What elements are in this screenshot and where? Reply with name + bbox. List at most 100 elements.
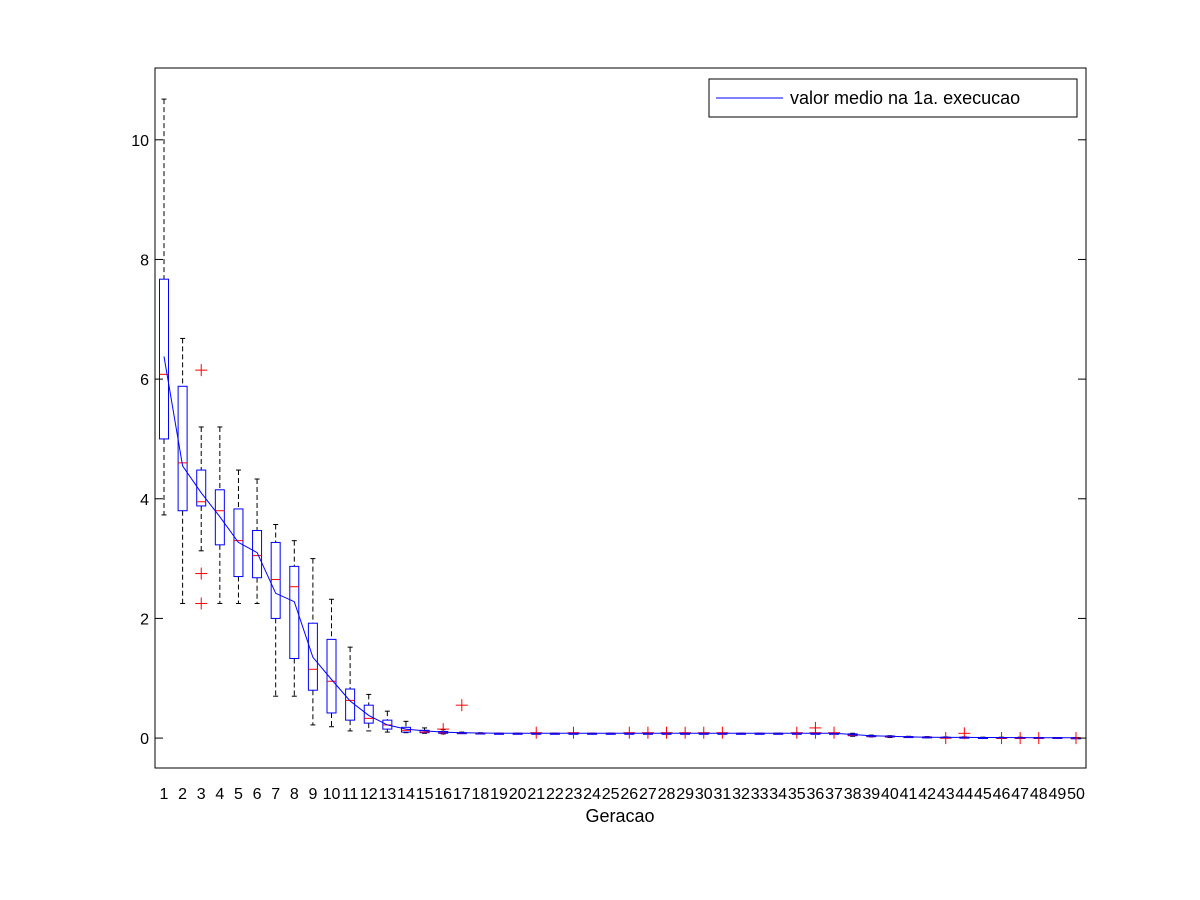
box-group-16 <box>437 723 450 736</box>
y-tick-label: 0 <box>140 731 149 748</box>
x-tick-label: 8 <box>290 786 299 803</box>
x-tick-label: 5 <box>234 786 243 803</box>
x-axis-title: Geracao <box>585 806 654 826</box>
box-group-4 <box>214 426 225 604</box>
outlier-marker <box>437 723 450 736</box>
box <box>214 489 225 546</box>
x-tick-label: 50 <box>1067 786 1085 803</box>
x-tick-label: 35 <box>788 786 806 803</box>
x-tick-label: 29 <box>676 786 694 803</box>
x-tick-label: 34 <box>769 786 787 803</box>
outlier-marker <box>567 726 580 739</box>
x-tick-label: 2 <box>178 786 187 803</box>
box-group-7 <box>270 523 281 697</box>
outlier-marker <box>939 732 952 745</box>
box <box>326 638 337 714</box>
plot-area <box>155 68 1086 768</box>
x-tick-label: 17 <box>453 786 471 803</box>
box-group-2 <box>177 337 188 604</box>
x-tick-label: 6 <box>253 786 262 803</box>
box-group-9 <box>307 558 318 726</box>
box <box>363 704 374 724</box>
x-tick-label: 41 <box>900 786 918 803</box>
x-tick-label: 44 <box>955 786 973 803</box>
mean-line-layer <box>163 356 1076 739</box>
mean-line <box>163 356 1076 739</box>
box-group-1 <box>159 98 169 516</box>
x-tick-label: 11 <box>342 786 359 803</box>
box <box>270 541 281 619</box>
legend-label: valor medio na 1a. execucao <box>790 88 1020 108</box>
box-group-8 <box>289 540 300 697</box>
x-tick-label: 33 <box>751 786 769 803</box>
x-tick-label: 19 <box>490 786 508 803</box>
x-tick-label: 46 <box>993 786 1011 803</box>
outlier-marker <box>697 726 710 739</box>
x-tick-label: 39 <box>862 786 880 803</box>
outlier-marker <box>195 364 208 377</box>
x-tick-label: 42 <box>918 786 936 803</box>
outlier-marker <box>195 567 208 580</box>
x-tick-label: 16 <box>434 786 452 803</box>
x-tick-label: 28 <box>658 786 676 803</box>
x-tick-label: 32 <box>732 786 750 803</box>
box <box>252 529 263 579</box>
x-tick-label: 22 <box>546 786 564 803</box>
outlier-marker <box>679 726 692 739</box>
x-tick-label: 21 <box>527 786 545 803</box>
y-tick-label: 2 <box>140 611 149 628</box>
box-group-6 <box>252 478 263 604</box>
outlier-marker <box>195 597 208 610</box>
outlier-marker <box>660 726 673 739</box>
x-tick-label: 31 <box>713 786 731 803</box>
x-tick-label: 43 <box>937 786 955 803</box>
x-tick-label: 37 <box>825 786 843 803</box>
y-tick-label: 10 <box>131 133 149 150</box>
x-tick-label: 18 <box>472 786 490 803</box>
x-tick-label: 48 <box>1030 786 1048 803</box>
box <box>196 469 207 507</box>
x-tick-label: 25 <box>602 786 620 803</box>
x-tick-label: 36 <box>807 786 825 803</box>
outlier-marker <box>530 726 543 739</box>
x-tick-label: 1 <box>160 786 169 803</box>
x-tick-label: 9 <box>308 786 317 803</box>
outlier-marker <box>809 726 822 739</box>
box-group-3 <box>195 364 208 610</box>
outlier-marker <box>455 699 468 712</box>
outlier-marker <box>790 726 803 739</box>
plot-frame <box>154 67 1087 769</box>
x-tick-label: 12 <box>360 786 378 803</box>
x-tick-label: 45 <box>974 786 992 803</box>
legend: valor medio na 1a. execucao <box>708 78 1078 118</box>
outlier-marker <box>716 726 729 739</box>
x-tick-label: 4 <box>215 786 224 803</box>
x-tick-label: 7 <box>271 786 280 803</box>
y-tick-label: 4 <box>140 492 149 509</box>
x-tick-label: 49 <box>1048 786 1066 803</box>
x-tick-label: 26 <box>620 786 638 803</box>
x-tick-label: 15 <box>416 786 434 803</box>
box <box>307 622 318 691</box>
x-tick-label: 24 <box>583 786 601 803</box>
x-tick-label: 40 <box>881 786 899 803</box>
box-group-12 <box>363 693 374 732</box>
x-tick-label: 14 <box>397 786 415 803</box>
box <box>233 508 244 578</box>
x-tick-label: 47 <box>1011 786 1029 803</box>
x-tick-label: 30 <box>695 786 713 803</box>
box <box>159 278 169 440</box>
outlier-marker <box>623 726 636 739</box>
outlier-marker <box>828 726 841 739</box>
x-tick-label: 10 <box>323 786 341 803</box>
box-group-5 <box>233 469 244 604</box>
x-tick-label: 38 <box>844 786 862 803</box>
x-tick-label: 13 <box>378 786 396 803</box>
x-tick-label: 3 <box>197 786 206 803</box>
outlier-marker <box>995 732 1008 745</box>
x-tick-label: 23 <box>565 786 583 803</box>
x-tick-label: 27 <box>639 786 657 803</box>
x-tick-label: 20 <box>509 786 527 803</box>
